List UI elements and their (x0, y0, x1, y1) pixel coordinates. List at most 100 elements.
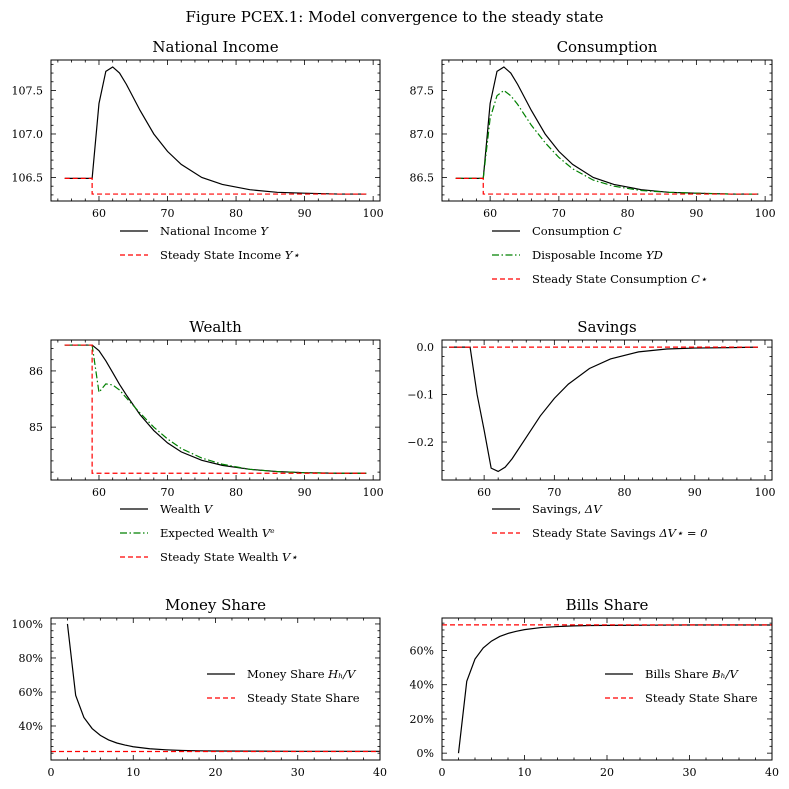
x-tick-label: 90 (689, 207, 703, 220)
y-tick-label: 87.0 (410, 128, 435, 141)
axes-frame (50, 339, 381, 481)
series-line-0 (455, 66, 759, 195)
y-tick-label: 20% (410, 713, 434, 726)
x-tick-label: 90 (298, 486, 312, 499)
legend: Money Share Hₕ/V Steady State Share (207, 667, 360, 705)
y-tick-label: 0% (417, 747, 434, 760)
legend-label: Bills Share Bₕ/V (645, 667, 739, 681)
x-tick-label: 90 (688, 486, 702, 499)
series-line-0 (457, 624, 772, 754)
y-tick-label: 0.0 (417, 341, 435, 354)
legend: Bills Share Bₕ/V Steady State Share (605, 667, 758, 705)
y-tick-label: 86.5 (410, 172, 435, 185)
x-tick-label: 30 (291, 766, 305, 779)
axes-frame (441, 617, 773, 761)
legend-label: Steady State Share (645, 691, 758, 705)
legend-label: Steady State Wealth V⋆ (160, 550, 298, 564)
subplot-3: Savings 60 70 80 90 100 0.0 −0.1 −0.2 Savings, ΔV… (407, 318, 775, 540)
x-tick-label: 60 (477, 486, 491, 499)
legend-label: Savings, ΔV (532, 502, 603, 516)
y-tick-label: 100% (12, 618, 43, 631)
y-tick-label: −0.2 (407, 436, 434, 449)
x-tick-label: 80 (621, 207, 635, 220)
y-tick-label: 106.5 (12, 172, 44, 185)
x-tick-label: 10 (518, 766, 532, 779)
series-line-1 (455, 89, 759, 195)
axes-frame (441, 339, 773, 481)
series-line-2 (64, 344, 367, 474)
axes-frame (50, 59, 381, 202)
y-tick-label: 60% (19, 686, 43, 699)
subplot-title: Bills Share (566, 596, 649, 614)
legend-label: Steady State Consumption C⋆ (532, 272, 707, 286)
series-line-0 (64, 344, 367, 474)
y-tick-label: 60% (410, 645, 434, 658)
y-tick-label: 86 (29, 365, 43, 378)
legend: National Income Y Steady State Income Y⋆ (120, 224, 300, 262)
y-tick-label: 85 (29, 421, 43, 434)
legend-label: National Income Y (160, 224, 269, 238)
y-tick-label: 40% (19, 720, 43, 733)
subplot-0: National Income 60 70 80 90 100 106.5 107.0 107.… (12, 38, 384, 262)
x-tick-label: 20 (209, 766, 223, 779)
y-tick-label: 107.5 (12, 84, 44, 97)
x-tick-label: 100 (363, 486, 384, 499)
x-tick-label: 70 (161, 207, 175, 220)
x-tick-label: 90 (298, 207, 312, 220)
x-tick-label: 60 (92, 486, 106, 499)
series-line-0 (64, 66, 367, 195)
series-line-2 (455, 177, 759, 195)
y-tick-label: 87.5 (410, 84, 435, 97)
x-tick-label: 100 (754, 486, 775, 499)
y-tick-label: 107.0 (12, 128, 44, 141)
series-line-0 (449, 346, 758, 473)
legend: Wealth V Expected Wealth Vᵉ Steady State W… (120, 502, 298, 564)
x-tick-label: 70 (161, 486, 175, 499)
x-tick-label: 100 (755, 207, 776, 220)
x-tick-label: 70 (547, 486, 561, 499)
legend: Savings, ΔV Steady State Savings ΔV⋆ = 0 (492, 502, 707, 540)
subplot-1: Consumption 60 70 80 90 100 86.5 87.0 87.5 Consum… (410, 38, 776, 286)
series-line-1 (64, 344, 367, 474)
x-tick-label: 10 (126, 766, 140, 779)
subplot-title: National Income (152, 38, 278, 56)
subplot-4: Money Share 0 10 20 30 40 40% 60% 80% 100% Money S… (12, 596, 387, 779)
legend-label: Steady State Income Y⋆ (160, 248, 300, 262)
x-tick-label: 0 (439, 766, 446, 779)
x-tick-label: 60 (92, 207, 106, 220)
legend-label: Expected Wealth Vᵉ (160, 526, 275, 540)
legend-label: Steady State Share (247, 691, 360, 705)
legend-label: Consumption C (532, 224, 622, 238)
figure-title: Figure PCEX.1: Model convergence to the … (185, 8, 604, 26)
series-line-0 (66, 623, 380, 752)
y-tick-label: −0.1 (407, 389, 434, 402)
axes-frame (441, 59, 773, 202)
legend-label: Steady State Savings ΔV⋆ = 0 (532, 526, 707, 540)
legend-label: Money Share Hₕ/V (247, 667, 357, 681)
subplot-title: Savings (577, 318, 636, 336)
x-tick-label: 0 (48, 766, 55, 779)
x-tick-label: 30 (683, 766, 697, 779)
subplot-2: Wealth 60 70 80 90 100 85 86 Wealth V Expected We… (29, 318, 384, 564)
subplot-title: Money Share (165, 596, 266, 614)
axes-frame (50, 617, 381, 761)
x-tick-label: 40 (373, 766, 387, 779)
series-line-1 (64, 177, 367, 195)
x-tick-label: 40 (765, 766, 779, 779)
y-tick-label: 80% (19, 652, 43, 665)
x-tick-label: 80 (229, 486, 243, 499)
x-tick-label: 100 (363, 207, 384, 220)
x-tick-label: 60 (483, 207, 497, 220)
x-tick-label: 80 (229, 207, 243, 220)
legend: Consumption C Disposable Income YD Steady … (492, 224, 707, 286)
x-tick-label: 70 (552, 207, 566, 220)
legend-label: Disposable Income YD (532, 248, 663, 262)
subplot-5: Bills Share 0 10 20 30 40 0% 20% 40% 60% Bills Sha… (410, 596, 779, 779)
subplot-title: Wealth (189, 318, 242, 336)
subplot-title: Consumption (557, 38, 658, 56)
legend-label: Wealth V (160, 502, 214, 516)
x-tick-label: 20 (600, 766, 614, 779)
x-tick-label: 80 (618, 486, 632, 499)
y-tick-label: 40% (410, 679, 434, 692)
